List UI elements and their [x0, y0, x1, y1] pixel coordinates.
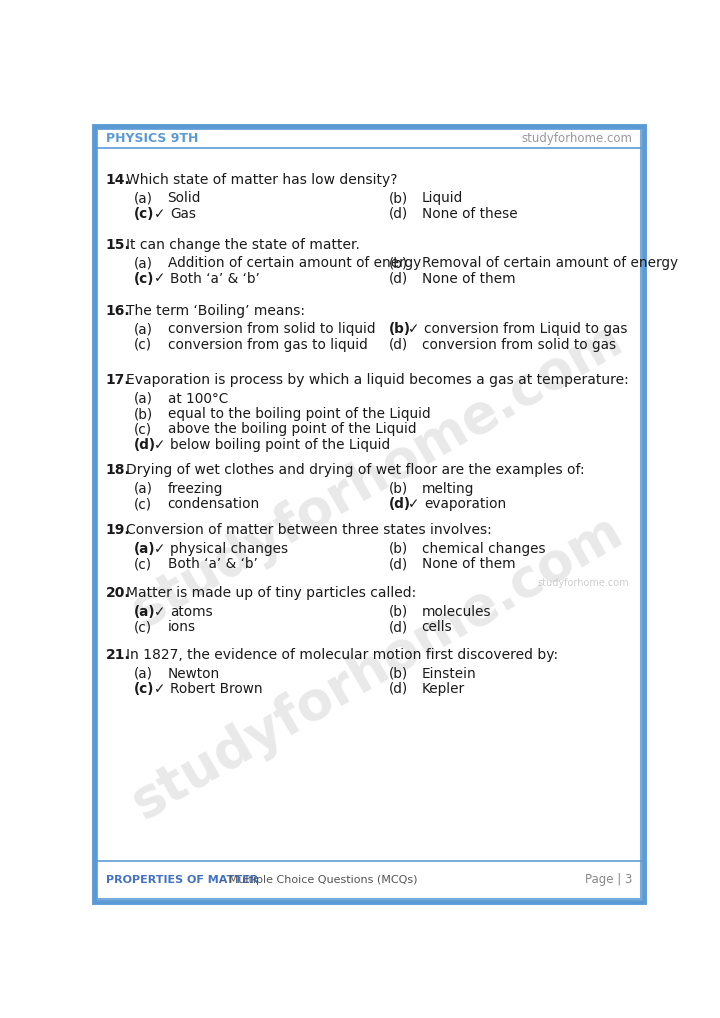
Text: Both ‘a’ & ‘b’: Both ‘a’ & ‘b’ [168, 557, 257, 571]
Text: cells: cells [422, 620, 452, 634]
Text: below boiling point of the Liquid: below boiling point of the Liquid [170, 438, 390, 452]
Text: (d): (d) [388, 207, 408, 221]
Text: (d): (d) [388, 338, 408, 352]
Text: Removal of certain amount of energy: Removal of certain amount of energy [422, 257, 678, 270]
Text: (d): (d) [388, 682, 408, 696]
Text: conversion from Liquid to gas: conversion from Liquid to gas [424, 323, 628, 336]
Text: ✓: ✓ [153, 438, 165, 452]
Text: 16.: 16. [106, 304, 130, 318]
Text: (a): (a) [134, 605, 156, 619]
Text: Matter is made up of tiny particles called:: Matter is made up of tiny particles call… [127, 586, 417, 601]
Text: 14.: 14. [106, 173, 130, 187]
Text: (d): (d) [134, 438, 156, 452]
Text: evaporation: evaporation [424, 497, 506, 511]
Text: (c): (c) [134, 272, 155, 285]
Text: ✓: ✓ [408, 497, 419, 511]
Text: ions: ions [168, 620, 196, 634]
Text: at 100°C: at 100°C [168, 392, 228, 405]
Text: 20.: 20. [106, 586, 130, 601]
Text: equal to the boiling point of the Liquid: equal to the boiling point of the Liquid [168, 407, 430, 421]
Text: freezing: freezing [168, 482, 223, 496]
Text: studyforhome.com: studyforhome.com [122, 505, 631, 830]
Text: Which state of matter has low density?: Which state of matter has low density? [127, 173, 398, 187]
Text: Conversion of matter between three states involves:: Conversion of matter between three state… [127, 523, 492, 538]
Text: None of them: None of them [422, 557, 516, 571]
Text: melting: melting [422, 482, 474, 496]
Text: Gas: Gas [170, 207, 196, 221]
Text: Drying of wet clothes and drying of wet floor are the examples of:: Drying of wet clothes and drying of wet … [127, 463, 585, 477]
Text: None of them: None of them [422, 272, 516, 285]
Text: (a): (a) [134, 482, 153, 496]
Text: Liquid: Liquid [422, 191, 463, 206]
Text: None of these: None of these [422, 207, 518, 221]
Text: Addition of certain amount of energy: Addition of certain amount of energy [168, 257, 420, 270]
Text: studyforhome.com: studyforhome.com [122, 313, 631, 637]
Text: (c): (c) [134, 422, 153, 437]
Text: condensation: condensation [168, 497, 260, 511]
Text: (a): (a) [134, 191, 153, 206]
Text: conversion from solid to gas: conversion from solid to gas [422, 338, 616, 352]
Text: (b): (b) [388, 667, 408, 681]
Text: ✓: ✓ [153, 682, 165, 696]
Text: (b): (b) [134, 407, 153, 421]
Text: 15.: 15. [106, 237, 130, 251]
Text: above the boiling point of the Liquid: above the boiling point of the Liquid [168, 422, 416, 437]
Text: (c): (c) [134, 207, 155, 221]
Text: PROPERTIES OF MATTER: PROPERTIES OF MATTER [106, 874, 258, 885]
Text: (a): (a) [134, 257, 153, 270]
Text: 19.: 19. [106, 523, 130, 538]
Text: Kepler: Kepler [422, 682, 465, 696]
Text: physical changes: physical changes [170, 542, 288, 556]
Text: Both ‘a’ & ‘b’: Both ‘a’ & ‘b’ [170, 272, 260, 285]
Text: Page | 3: Page | 3 [585, 873, 632, 887]
Text: In 1827, the evidence of molecular motion first discovered by:: In 1827, the evidence of molecular motio… [127, 648, 559, 662]
Text: studyforhome.com: studyforhome.com [521, 132, 632, 146]
Text: conversion from gas to liquid: conversion from gas to liquid [168, 338, 367, 352]
Text: (d): (d) [388, 272, 408, 285]
Text: The term ‘Boiling’ means:: The term ‘Boiling’ means: [127, 304, 305, 318]
Text: Solid: Solid [168, 191, 201, 206]
Text: ✓: ✓ [153, 605, 165, 619]
Text: chemical changes: chemical changes [422, 542, 545, 556]
Text: (a): (a) [134, 542, 156, 556]
Text: Robert Brown: Robert Brown [170, 682, 263, 696]
Text: (b): (b) [388, 482, 408, 496]
Text: (c): (c) [134, 557, 153, 571]
Text: It can change the state of matter.: It can change the state of matter. [127, 237, 360, 251]
Text: (b): (b) [388, 605, 408, 619]
Text: 18.: 18. [106, 463, 130, 477]
Text: atoms: atoms [170, 605, 212, 619]
Text: Einstein: Einstein [422, 667, 477, 681]
Text: ✓: ✓ [408, 323, 419, 336]
Text: (b): (b) [388, 323, 410, 336]
Text: 21.: 21. [106, 648, 130, 662]
Text: (b): (b) [388, 542, 408, 556]
Text: – Multiple Choice Questions (MCQs): – Multiple Choice Questions (MCQs) [216, 874, 418, 885]
Text: studyforhome.com: studyforhome.com [537, 577, 629, 587]
Text: (a): (a) [134, 392, 153, 405]
Text: (a): (a) [134, 323, 153, 336]
Text: (d): (d) [388, 557, 408, 571]
Text: (b): (b) [388, 257, 408, 270]
Text: ✓: ✓ [153, 207, 165, 221]
Text: molecules: molecules [422, 605, 491, 619]
Text: (c): (c) [134, 497, 153, 511]
Text: (c): (c) [134, 338, 153, 352]
Text: (a): (a) [134, 667, 153, 681]
Text: PHYSICS 9TH: PHYSICS 9TH [106, 132, 198, 146]
Text: Evaporation is process by which a liquid becomes a gas at temperature:: Evaporation is process by which a liquid… [127, 374, 629, 387]
Text: ✓: ✓ [153, 542, 165, 556]
Text: (b): (b) [388, 191, 408, 206]
Text: Newton: Newton [168, 667, 220, 681]
Text: conversion from solid to liquid: conversion from solid to liquid [168, 323, 375, 336]
Text: (c): (c) [134, 682, 155, 696]
Text: (d): (d) [388, 620, 408, 634]
Text: (c): (c) [134, 620, 153, 634]
Text: ✓: ✓ [153, 272, 165, 285]
Text: (d): (d) [388, 497, 410, 511]
Text: 17.: 17. [106, 374, 130, 387]
